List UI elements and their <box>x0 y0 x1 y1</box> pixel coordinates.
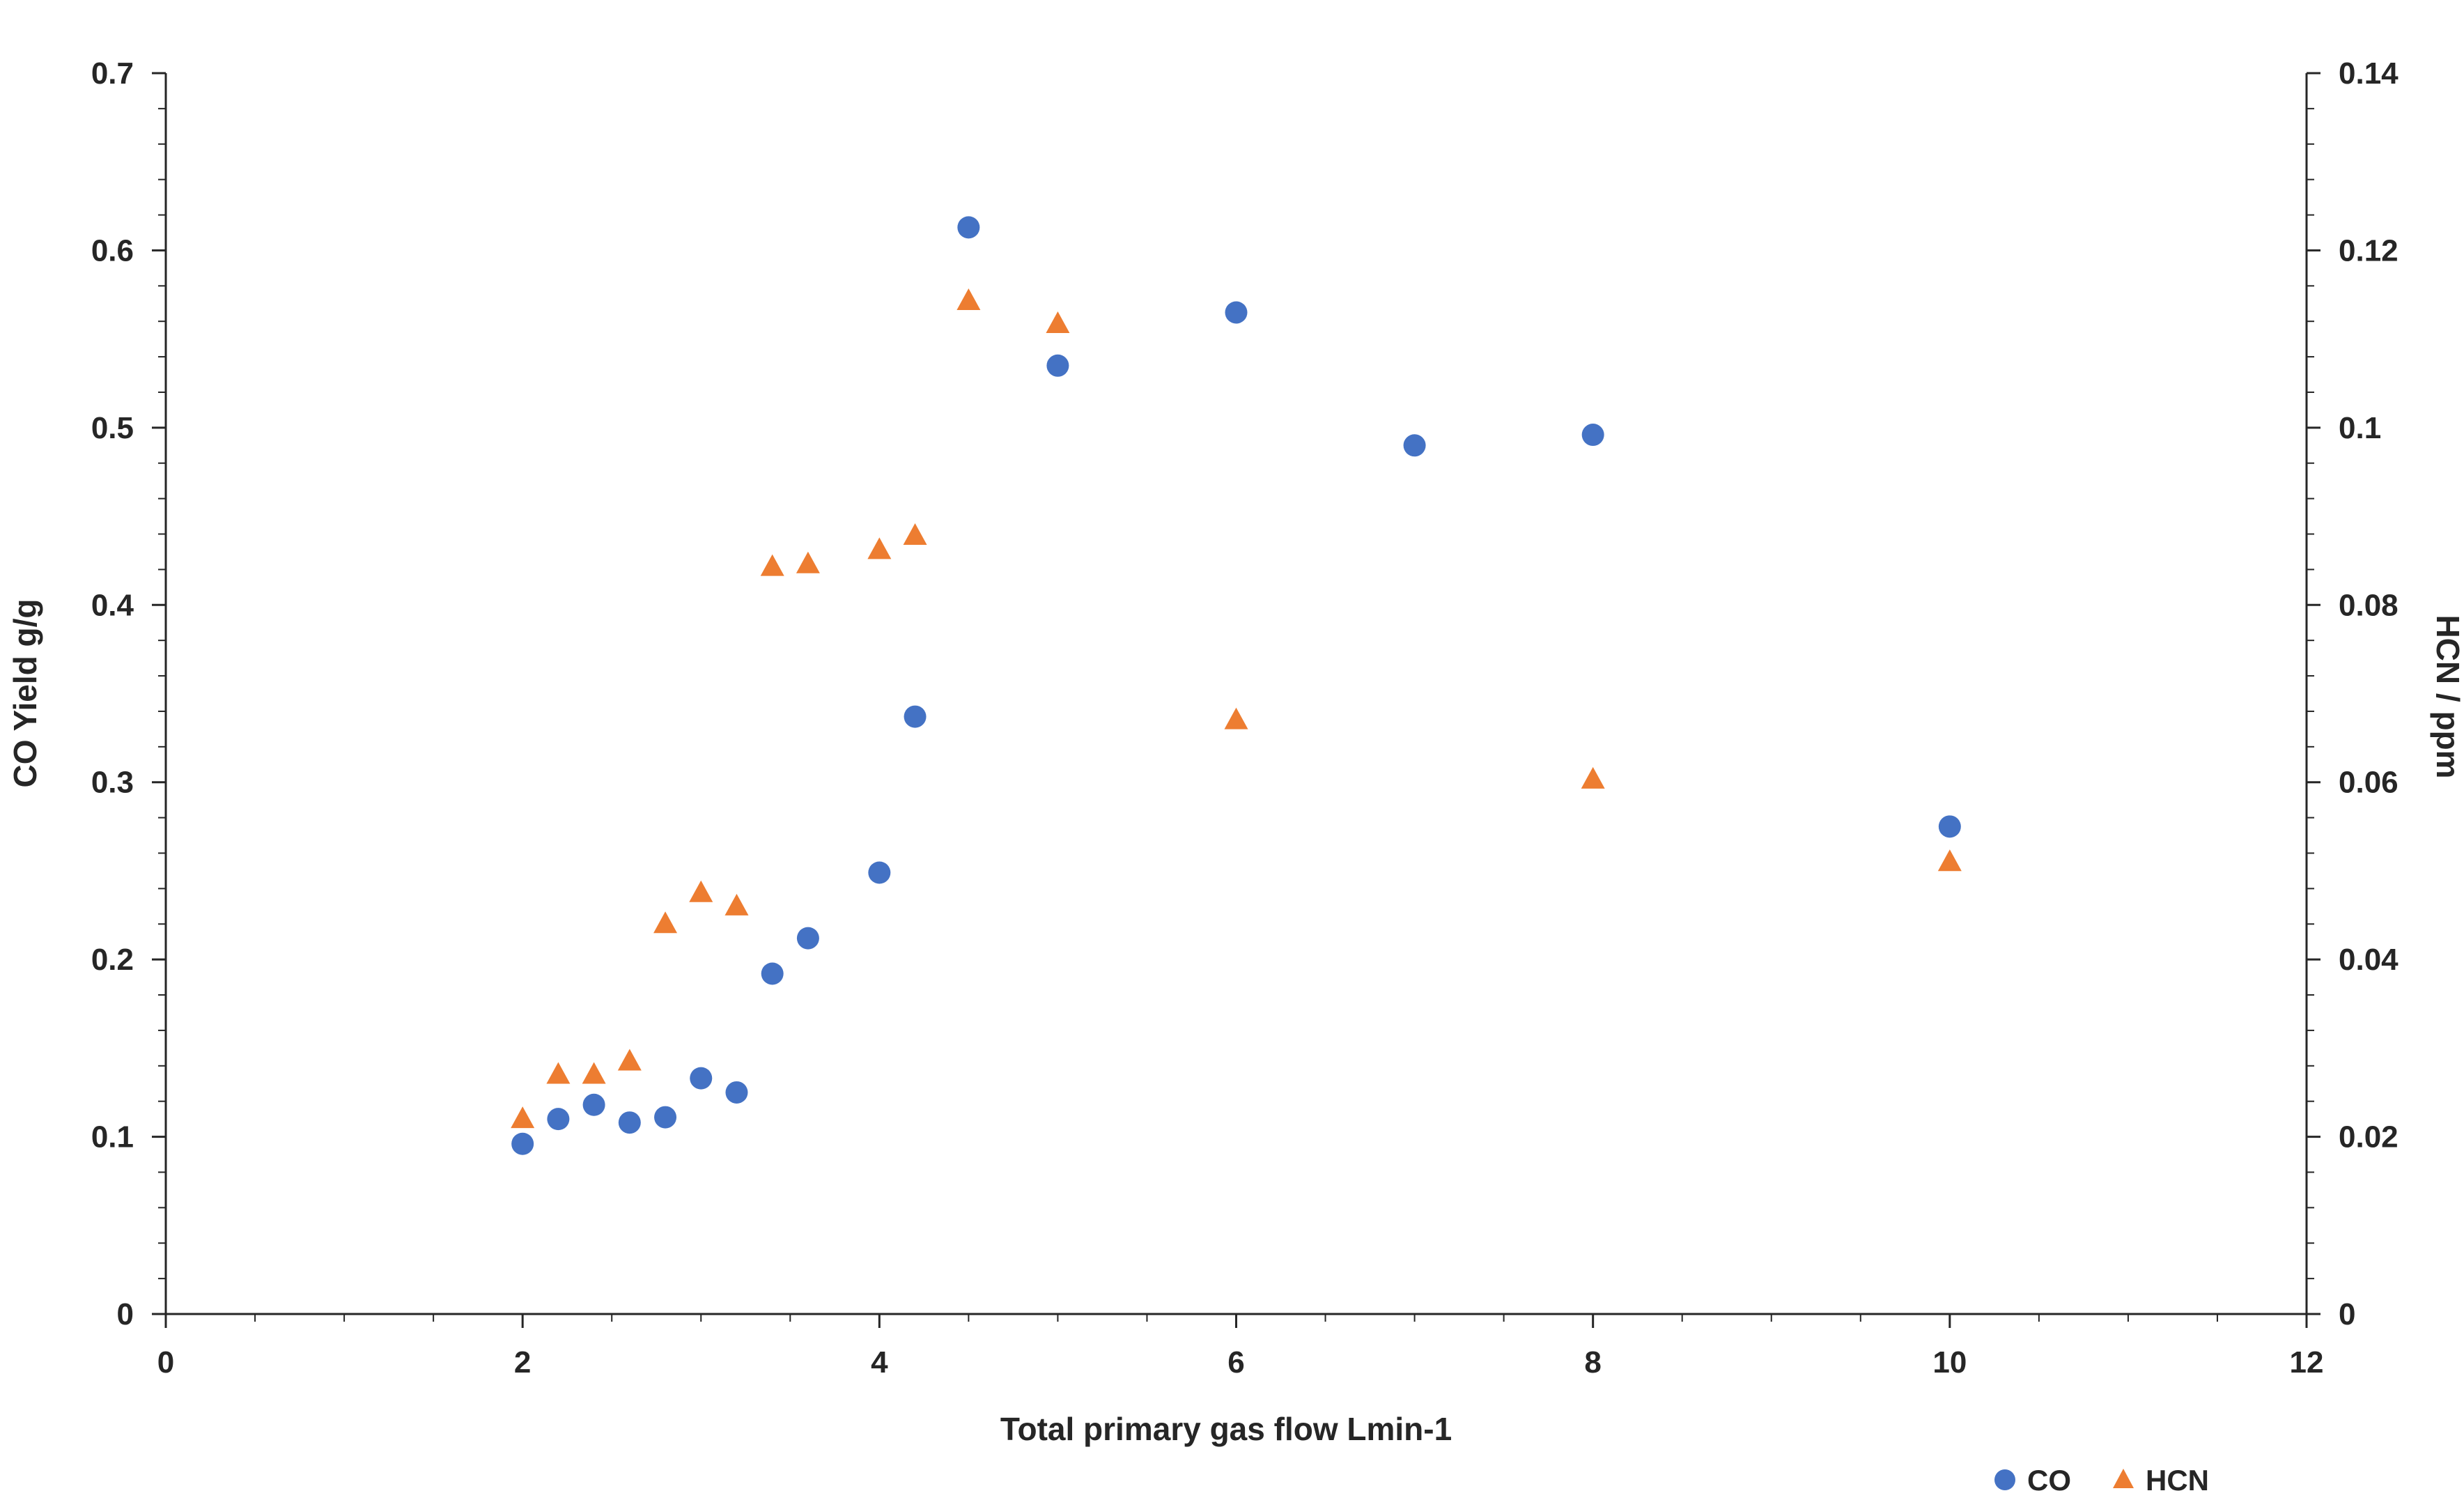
hcn-point <box>867 537 892 559</box>
co-point <box>1225 301 1248 324</box>
data-points-group <box>511 216 1962 1155</box>
hcn-point <box>1046 311 1070 334</box>
y-left-tick-label: 0.2 <box>91 943 134 977</box>
y-right-tick-label: 0.04 <box>2339 943 2399 977</box>
co-point <box>761 962 784 985</box>
x-tick-label: 8 <box>1584 1345 1601 1380</box>
co-point <box>904 705 927 728</box>
y-right-tick-label: 0.02 <box>2339 1120 2399 1154</box>
x-tick-label: 12 <box>2290 1345 2324 1380</box>
hcn-point <box>617 1049 642 1071</box>
left-axis-title: CO Yield g/g <box>7 599 43 788</box>
x-tick-label: 10 <box>1932 1345 1967 1380</box>
co-point <box>511 1132 534 1155</box>
y-left-tick-label: 0 <box>117 1297 134 1331</box>
x-tick-label: 4 <box>871 1345 888 1380</box>
y-right-tick-label: 0.1 <box>2339 411 2381 445</box>
co-point <box>1046 354 1069 377</box>
co-point <box>547 1108 570 1131</box>
hcn-point <box>653 911 678 934</box>
legend-marker-co <box>1994 1469 2015 1490</box>
hcn-point <box>1224 707 1248 729</box>
hcn-point <box>546 1062 571 1084</box>
legend-label-co: CO <box>2027 1464 2071 1497</box>
hcn-point <box>1937 849 1962 872</box>
co-point <box>654 1106 677 1129</box>
hcn-point <box>956 288 981 310</box>
legend-marker-hcn <box>2113 1469 2134 1488</box>
y-left-tick-label: 0.1 <box>91 1120 134 1154</box>
y-left-tick-label: 0.6 <box>91 233 134 268</box>
co-point <box>868 861 891 884</box>
x-tick-label: 2 <box>514 1345 531 1380</box>
legend: CO HCN <box>1994 1464 2209 1497</box>
co-point <box>725 1081 748 1104</box>
y-right-tick-label: 0.06 <box>2339 766 2399 800</box>
hcn-point <box>725 893 749 915</box>
co-point <box>618 1111 641 1134</box>
y-right-tick-label: 0.08 <box>2339 588 2399 622</box>
co-point <box>1403 434 1426 457</box>
co-point <box>582 1093 605 1116</box>
right-axis-title: HCN / ppm <box>2430 615 2464 778</box>
y-right-tick-label: 0.12 <box>2339 233 2399 268</box>
axes-group: 0 2 4 6 8 10 12 0 0.1 0.2 0.3 0.4 0.5 0.6 0.7 0 0.02 0.04… <box>91 56 2399 1380</box>
hcn-point <box>903 523 927 546</box>
x-axis-title: Total primary gas flow Lmin-1 <box>1000 1411 1452 1447</box>
y-left-tick-label: 0.7 <box>91 56 134 91</box>
co-point <box>957 216 980 239</box>
y-left-tick-label: 0.5 <box>91 411 134 445</box>
legend-label-hcn: HCN <box>2146 1464 2209 1497</box>
co-point <box>1581 424 1604 447</box>
x-tick-label: 0 <box>157 1345 174 1380</box>
x-tick-label: 6 <box>1227 1345 1244 1380</box>
co-point <box>690 1067 713 1090</box>
co-point <box>1938 815 1961 838</box>
hcn-point <box>760 554 784 576</box>
hcn-point <box>796 551 820 573</box>
hcn-point <box>689 880 713 902</box>
y-right-tick-label: 0 <box>2339 1297 2355 1331</box>
co-point <box>796 927 819 950</box>
hcn-point <box>511 1106 535 1129</box>
hcn-point <box>582 1062 606 1084</box>
y-left-tick-label: 0.4 <box>91 588 134 622</box>
y-left-tick-label: 0.3 <box>91 766 134 800</box>
hcn-point <box>1581 766 1605 789</box>
y-right-tick-label: 0.14 <box>2339 56 2399 91</box>
